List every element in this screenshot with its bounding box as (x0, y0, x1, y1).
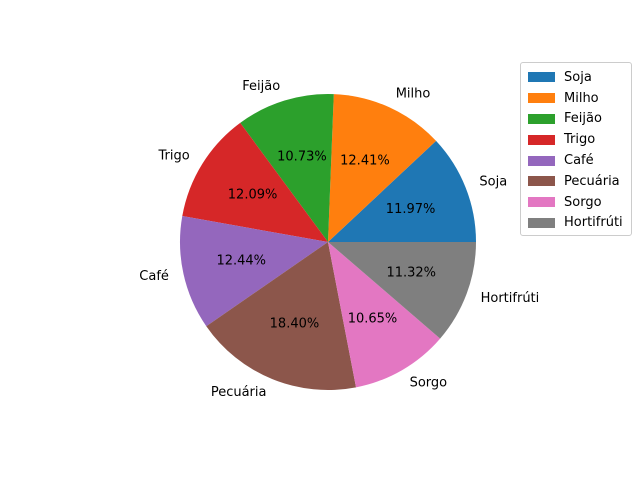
pie-category-label-pecuaria: Pecuária (211, 385, 267, 400)
pie-slice-milho (328, 94, 437, 243)
legend-item-milho: Milho (528, 88, 631, 109)
pie-percent-label-feijao: 10.73% (277, 150, 327, 165)
legend-label: Trigo (564, 132, 596, 148)
pie-category-labels: Soja Milho Feijão Trigo Café Pecuária Sorgo Hor… (139, 79, 539, 400)
legend-swatch (528, 217, 555, 228)
legend-label: Milho (564, 90, 599, 106)
pie-percent-label-pecuaria: 18.40% (270, 317, 320, 332)
pie-slice-feijao (240, 94, 334, 242)
pie-category-label-cafe: Café (139, 269, 169, 284)
legend-item-pecuaria: Pecuária (528, 171, 631, 192)
legend-swatch (528, 155, 555, 166)
pie-category-label-feijao: Feijão (242, 79, 280, 94)
pie-category-label-trigo: Trigo (158, 149, 190, 164)
legend-label: Soja (564, 69, 592, 85)
legend-label: Sorgo (564, 194, 602, 210)
pie-slice-sorgo (328, 242, 441, 388)
legend-item-sorgo: Sorgo (528, 192, 631, 213)
pie-percent-label-milho: 12.41% (340, 154, 390, 169)
legend-swatch (528, 176, 555, 187)
pie-percent-label-sorgo: 10.65% (348, 311, 398, 326)
pie-category-label-hortifruti: Hortifrúti (481, 291, 540, 306)
legend-label: Feijão (564, 111, 602, 127)
pie-percent-labels: 11.97% 12.41% 10.73% 12.09% 12.44% 18.40% 10.6… (216, 150, 436, 332)
legend-swatch (528, 197, 555, 208)
pie-category-label-sorgo: Sorgo (410, 375, 448, 390)
legend-swatch (528, 93, 555, 104)
legend-item-hortifruti: Hortifrúti (528, 213, 631, 234)
legend-item-cafe: Café (528, 150, 631, 171)
legend-label: Pecuária (564, 173, 620, 189)
pie-category-label-soja: Soja (479, 175, 507, 190)
legend-item-feijao: Feijão (528, 109, 631, 130)
pie-percent-label-soja: 11.97% (386, 202, 436, 217)
pie-slices (179, 94, 476, 390)
pie-percent-label-cafe: 12.44% (216, 253, 266, 268)
pie-percent-label-hortifruti: 11.32% (386, 265, 436, 280)
pie-slice-trigo (182, 122, 328, 242)
legend-label: Hortifrúti (564, 215, 623, 231)
legend-label: Café (564, 153, 594, 169)
pie-slice-pecuaria (206, 242, 357, 390)
legend-swatch (528, 72, 555, 83)
pie-category-label-milho: Milho (396, 86, 431, 101)
pie-slice-hortifruti (328, 242, 476, 339)
legend-item-soja: Soja (528, 67, 631, 88)
pie-slice-soja (328, 140, 476, 242)
legend: Soja Milho Feijão Trigo Café Pecuária Sorgo Hor… (520, 62, 632, 236)
legend-swatch (528, 113, 555, 124)
legend-item-trigo: Trigo (528, 129, 631, 150)
legend-swatch (528, 134, 555, 145)
pie-slice-cafe (179, 216, 328, 327)
pie-percent-label-trigo: 12.09% (228, 188, 278, 203)
